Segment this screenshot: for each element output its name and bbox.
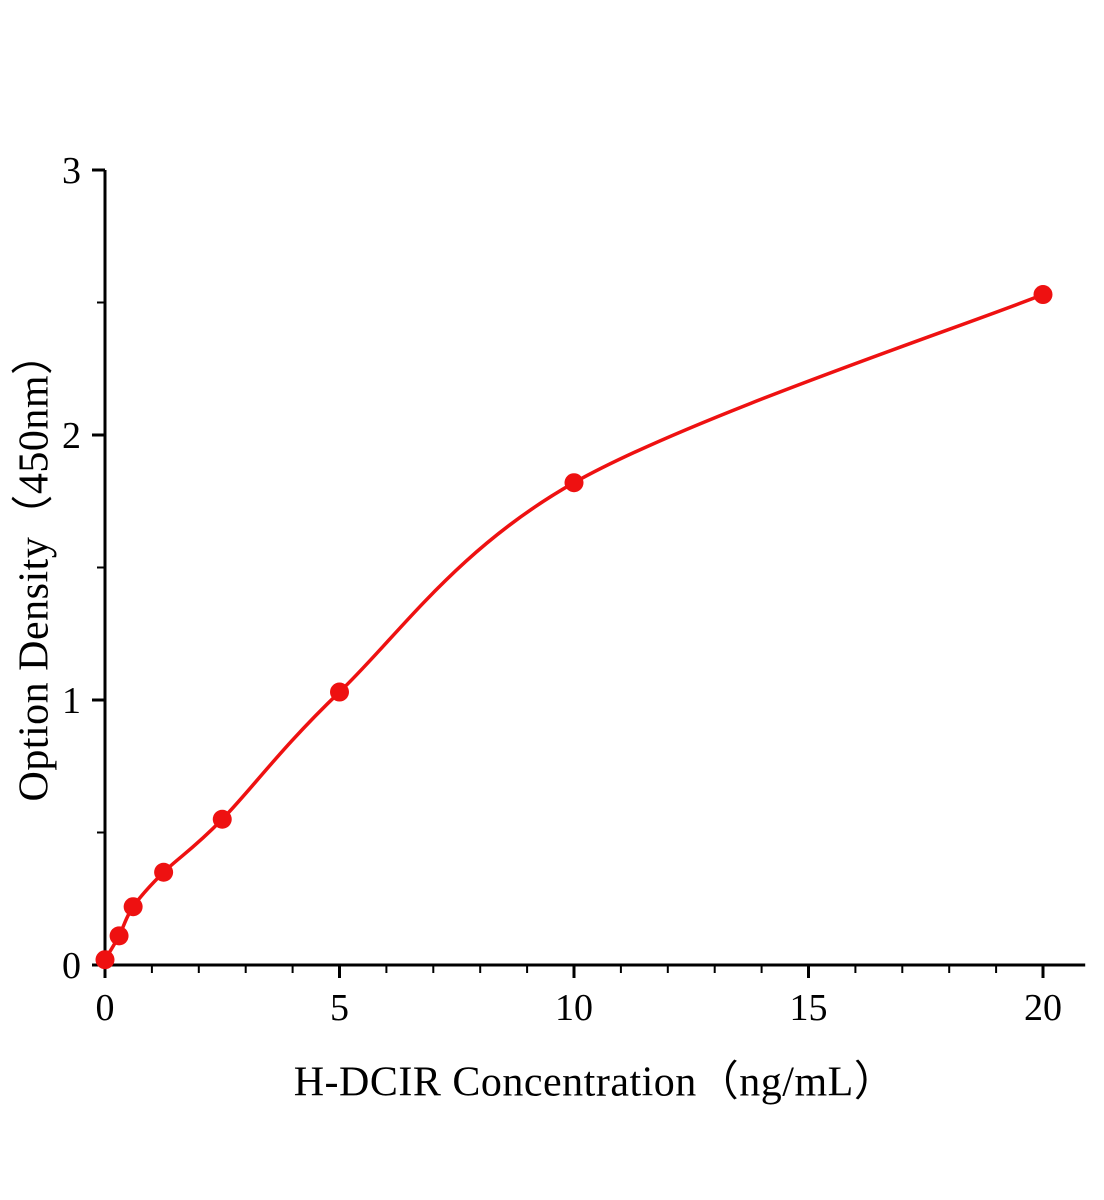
x-tick-label: 15 xyxy=(790,987,828,1029)
data-point xyxy=(1033,285,1053,305)
data-point xyxy=(330,682,349,702)
data-point xyxy=(564,473,584,493)
y-tick-label: 0 xyxy=(62,945,81,987)
x-tick-label: 5 xyxy=(330,987,349,1029)
y-tick-label: 1 xyxy=(62,680,81,722)
y-tick-label: 2 xyxy=(62,415,81,457)
data-point xyxy=(109,926,129,946)
x-tick-label: 10 xyxy=(555,987,593,1029)
y-tick-label: 3 xyxy=(62,150,81,192)
x-axis-title: H-DCIR Concentration（ng/mL） xyxy=(293,1059,897,1106)
data-point xyxy=(212,809,232,829)
data-point xyxy=(123,897,143,917)
x-tick-label: 20 xyxy=(1024,987,1062,1029)
data-point xyxy=(154,862,174,882)
x-tick-label: 0 xyxy=(96,987,115,1029)
fit-curve xyxy=(103,292,1045,962)
data-point xyxy=(95,950,115,970)
y-axis-title: Option Density（450nm） xyxy=(11,332,58,802)
